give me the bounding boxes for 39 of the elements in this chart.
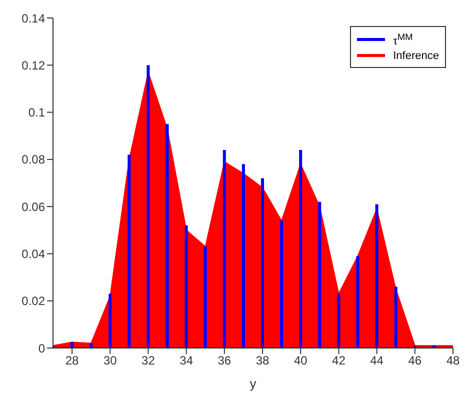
y-tick-label: 0.1 xyxy=(28,106,46,120)
bar xyxy=(128,154,131,348)
bar xyxy=(280,220,284,348)
bar xyxy=(166,124,169,348)
bar xyxy=(318,202,322,348)
bar xyxy=(242,164,245,348)
bar xyxy=(394,286,398,348)
x-axis-title: y xyxy=(250,376,257,391)
x-tick-label: 48 xyxy=(446,354,460,368)
y-tick-label: 0.02 xyxy=(22,294,46,308)
x-tick-label: 40 xyxy=(294,354,308,368)
y-tick-label: 0 xyxy=(38,341,46,356)
x-tick-label: 36 xyxy=(218,354,232,368)
x-tick-label: 38 xyxy=(256,354,270,368)
x-tick-label: 28 xyxy=(65,354,80,368)
bar xyxy=(184,225,188,348)
bar xyxy=(299,150,302,348)
y-tick-label: 0.14 xyxy=(22,11,46,26)
bar xyxy=(70,342,74,348)
bar xyxy=(146,65,150,348)
y-tick-label: 0.04 xyxy=(22,246,46,261)
bar xyxy=(337,294,340,348)
bar xyxy=(261,178,264,348)
bar xyxy=(108,294,112,348)
x-tick-label: 30 xyxy=(103,354,118,368)
y-tick-label: 0.06 xyxy=(22,200,46,214)
legend-label: Inference xyxy=(393,50,439,62)
x-tick-label: 44 xyxy=(370,354,384,368)
x-tick-label: 46 xyxy=(408,354,422,368)
legend-label: τ$^{MM}$ xyxy=(393,32,413,48)
bar xyxy=(204,246,207,348)
bar xyxy=(375,204,378,348)
x-tick-label: 34 xyxy=(180,354,194,368)
bar xyxy=(356,256,360,348)
bar xyxy=(222,150,226,348)
x-tick-label: 42 xyxy=(332,354,346,368)
x-tick-label: 32 xyxy=(142,354,156,368)
y-tick-label: 0.12 xyxy=(22,58,46,72)
y-tick-label: 0.08 xyxy=(22,152,46,167)
